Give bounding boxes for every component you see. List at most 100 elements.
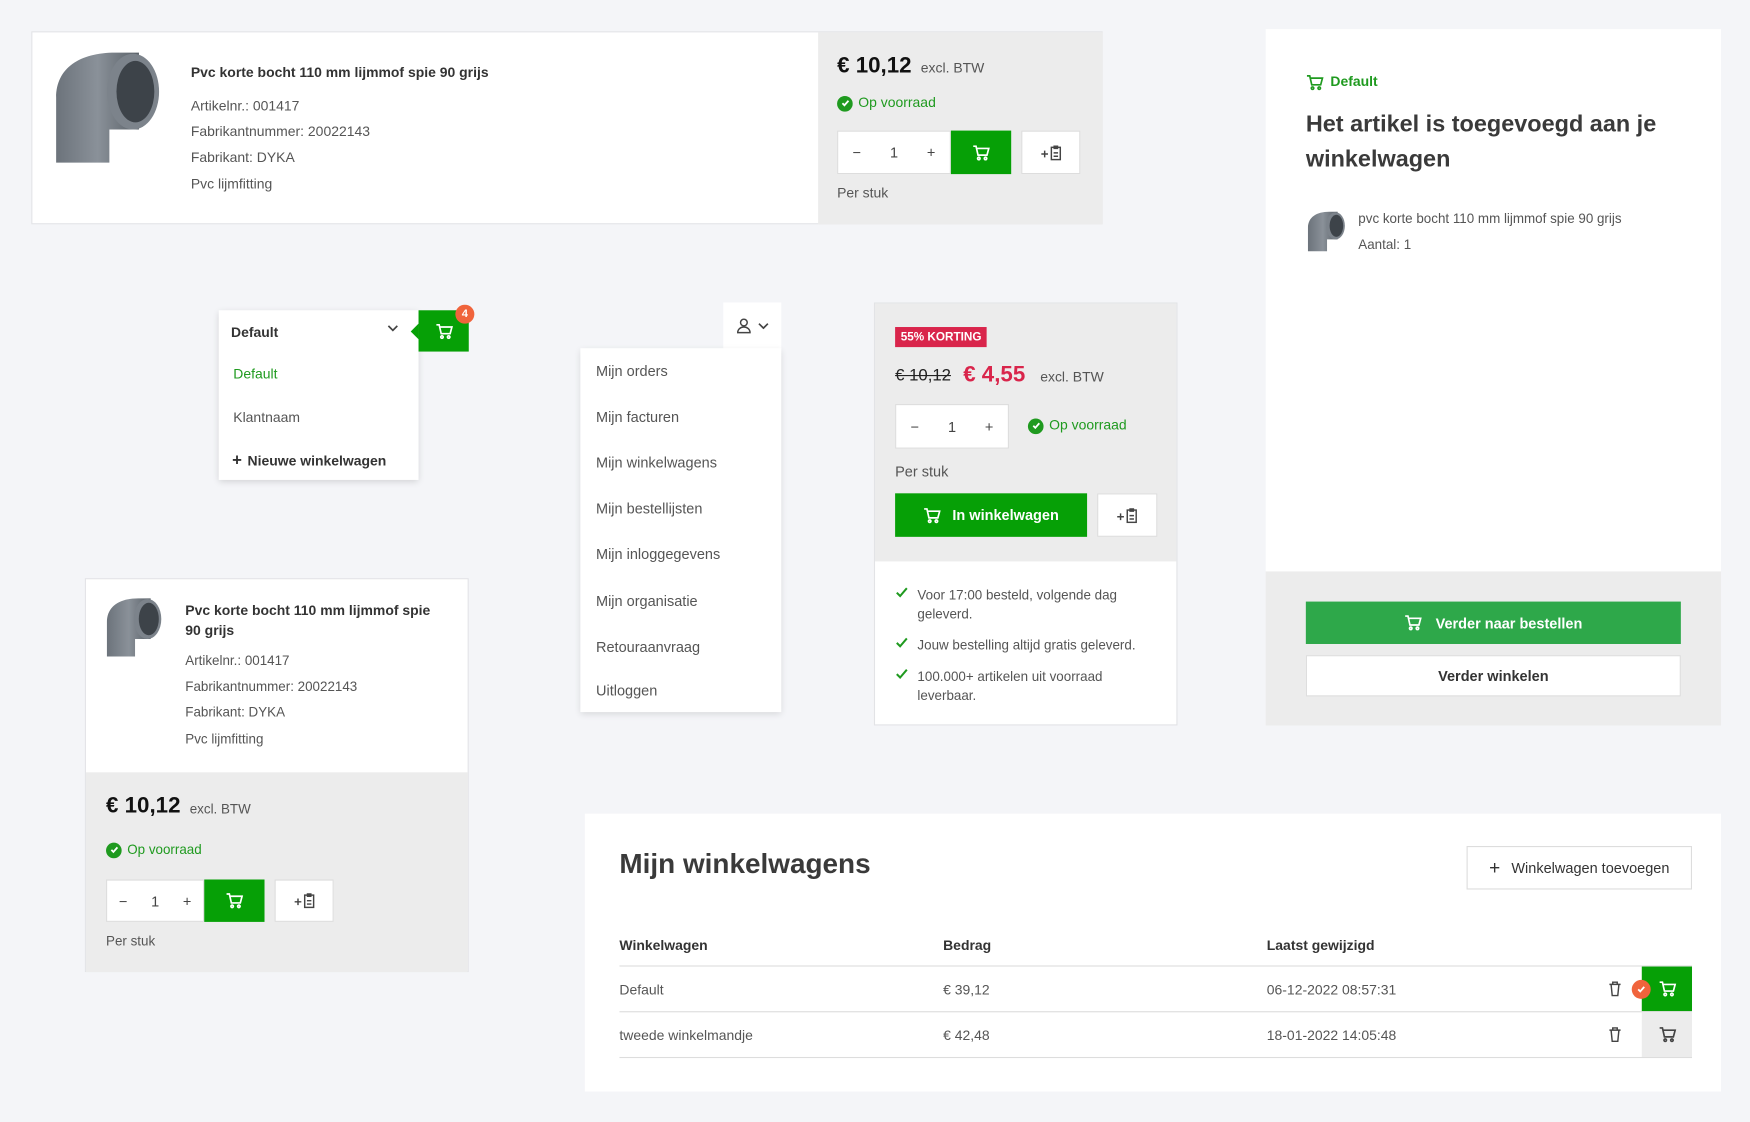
minus-button[interactable]: −	[852, 143, 862, 161]
buy-section: 55% KORTING € 10,12 € 4,55 excl. BTW − 1 +…	[875, 303, 1177, 562]
plus-button[interactable]: +	[926, 143, 936, 161]
unit-label: Per stuk	[895, 463, 949, 480]
menu-item-carts[interactable]: Mijn winkelwagens	[595, 454, 717, 471]
price: € 10,12	[106, 793, 181, 819]
menu-item-invoices[interactable]: Mijn facturen	[595, 408, 680, 426]
trash-icon[interactable]	[1608, 1027, 1621, 1043]
cart-icon	[923, 507, 942, 523]
product-image	[50, 50, 168, 168]
quantity-value[interactable]: 1	[947, 417, 957, 435]
column-header-amount: Bedrag	[943, 937, 992, 954]
clipboard-plus-icon	[292, 893, 317, 909]
product-title[interactable]: Pvc korte bocht 110 mm lijmmof spie 90 g…	[190, 64, 489, 81]
in-cart-button[interactable]: In winkelwagen	[895, 493, 1088, 537]
clipboard-plus-icon	[1039, 144, 1064, 161]
cart-icon	[972, 144, 990, 161]
stock-label: Op voorraad	[1049, 417, 1127, 434]
unit-label: Per stuk	[106, 933, 156, 949]
cart-option-default[interactable]: Default	[233, 366, 278, 382]
cart-icon	[1306, 74, 1324, 90]
user-icon	[736, 318, 751, 334]
minus-button[interactable]: −	[118, 892, 128, 910]
vat-label: excl. BTW	[920, 60, 985, 76]
notch	[410, 323, 419, 340]
clipboard-plus-icon	[1115, 507, 1140, 523]
usp-item: Jouw bestelling altijd gratis geleverd.	[895, 636, 1157, 655]
add-to-cart-button[interactable]	[950, 130, 1012, 175]
table-row[interactable]: tweede winkelmandje € 42,48 18-01-2022 1…	[619, 1012, 1693, 1057]
stock-status: Op voorraad	[837, 94, 936, 112]
discount-badge: 55% KORTING	[895, 327, 988, 348]
new-cart-button[interactable]: + Nieuwe winkelwagen	[232, 451, 386, 470]
menu-item-orders[interactable]: Mijn orders	[595, 362, 668, 380]
account-menu-trigger[interactable]	[723, 302, 782, 350]
item-quantity: Aantal: 1	[1358, 236, 1412, 253]
pipe-elbow-image	[106, 598, 162, 657]
quantity-stepper[interactable]: − 1 +	[895, 404, 1009, 449]
product-title[interactable]: Pvc korte bocht 110 mm lijmmof spie 90 g…	[185, 602, 431, 639]
added-title: Het artikel is toegevoegd aan je winkelw…	[1305, 111, 1657, 172]
cart-icon	[1658, 981, 1676, 997]
product-image	[104, 597, 167, 660]
menu-item-organisation[interactable]: Mijn organisatie	[595, 592, 698, 610]
check-icon	[895, 636, 908, 655]
trash-icon[interactable]	[1608, 981, 1621, 997]
quantity-stepper[interactable]: − 1 +	[837, 130, 951, 175]
my-carts-panel: Mijn winkelwagens + Winkelwagen toevoegen…	[584, 813, 1722, 1092]
quantity-value[interactable]: 1	[889, 143, 899, 161]
quantity-stepper[interactable]: − 1 +	[106, 879, 205, 922]
add-to-list-button[interactable]	[1021, 130, 1081, 175]
check-circle-icon	[106, 842, 122, 859]
new-price: € 4,55	[963, 362, 1026, 388]
activate-cart-button[interactable]	[1641, 1012, 1693, 1057]
usp-list: Voor 17:00 besteld, volgende dag gelever…	[895, 586, 1157, 705]
cart-icon	[225, 893, 244, 909]
vat-label: excl. BTW	[189, 801, 251, 817]
manufacturer: Fabrikant: DYKA	[185, 704, 286, 720]
plus-button[interactable]: +	[182, 892, 192, 910]
old-price: € 10,12	[895, 366, 951, 386]
selected-cart[interactable]: Default	[231, 324, 279, 341]
cart-switcher-dropdown: Default Default Klantnaam + Nieuwe winkel…	[218, 310, 419, 480]
cart-option-klantnaam[interactable]: Klantnaam	[233, 409, 300, 426]
add-to-list-button[interactable]	[1097, 493, 1158, 537]
vat-label: excl. BTW	[1040, 369, 1104, 386]
in-cart-label: In winkelwagen	[952, 506, 1059, 524]
item-name: pvc korte bocht 110 mm lijmmof spie 90 g…	[1358, 210, 1622, 227]
chevron-down-icon[interactable]	[387, 325, 398, 332]
price: € 10,12	[837, 53, 912, 79]
discount-buy-box: 55% KORTING € 10,12 € 4,55 excl. BTW − 1 +…	[873, 302, 1178, 726]
category: Pvc lijmfitting	[185, 731, 264, 747]
quantity-value[interactable]: 1	[151, 892, 160, 910]
plus-button[interactable]: +	[984, 417, 994, 435]
cart-name[interactable]: Default	[619, 982, 664, 998]
menu-item-logout[interactable]: Uitloggen	[595, 681, 658, 699]
continue-shopping-button[interactable]: Verder winkelen	[1305, 655, 1681, 697]
minus-button[interactable]: −	[910, 417, 920, 435]
manufacturer-number: Fabrikantnummer: 20022143	[190, 123, 371, 140]
plus-icon: +	[232, 450, 242, 470]
check-circle-icon	[837, 95, 853, 112]
check-circle-icon	[1027, 418, 1044, 434]
divider	[619, 1056, 1693, 1059]
cart-name[interactable]: tweede winkelmandje	[619, 1027, 753, 1044]
add-to-list-button[interactable]	[274, 879, 334, 922]
divider	[619, 965, 1693, 967]
add-to-cart-button[interactable]	[204, 879, 265, 922]
stock-status: Op voorraad	[1027, 417, 1127, 434]
pipe-elbow-image	[1307, 211, 1345, 252]
pipe-elbow-image	[56, 52, 160, 163]
unit-label: Per stuk	[837, 185, 889, 201]
table-row[interactable]: Default € 39,12 06-12-2022 08:57:31	[619, 966, 1693, 1012]
menu-item-order-lists[interactable]: Mijn bestellijsten	[595, 500, 703, 517]
stock-label: Op voorraad	[858, 94, 936, 111]
cart-modified: 06-12-2022 08:57:31	[1266, 982, 1397, 998]
price-section: € 10,12 excl. BTW Op voorraad − 1 + Per st…	[85, 772, 468, 973]
add-cart-button[interactable]: + Winkelwagen toevoegen	[1466, 846, 1693, 890]
cart-icon	[1658, 1027, 1676, 1043]
check-icon	[1636, 984, 1646, 994]
menu-item-login-details[interactable]: Mijn inloggegevens	[595, 545, 721, 563]
menu-item-returns[interactable]: Retouraanvraag	[595, 638, 701, 656]
column-header-cart: Winkelwagen	[619, 937, 708, 954]
checkout-button[interactable]: Verder naar bestellen	[1305, 601, 1681, 644]
